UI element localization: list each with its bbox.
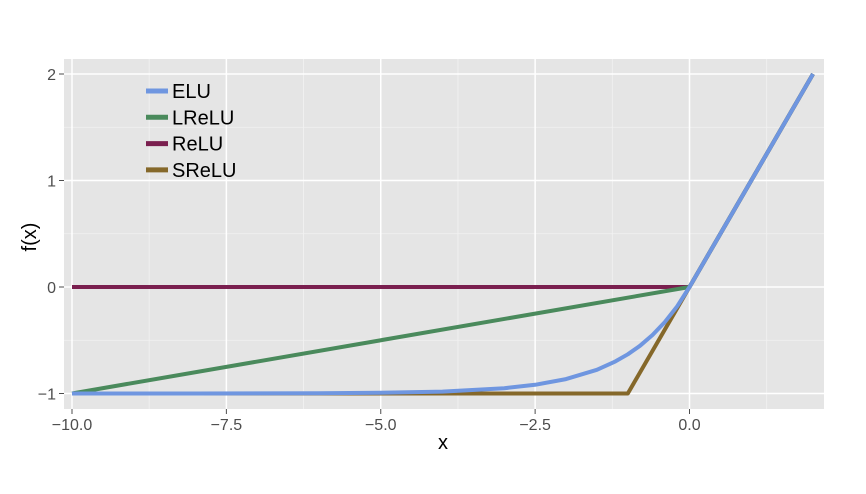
x-tick-label: 0.0 [678,417,700,434]
minor-gridlines [64,59,824,409]
x-tick-label: −7.5 [211,417,243,434]
x-axis-title: x [438,432,448,454]
y-tick-label: 2 [47,67,56,84]
x-tick-label: −2.5 [519,417,551,434]
x-tick-label: −5.0 [365,417,397,434]
series-lines [71,72,815,396]
y-tick-label: 1 [47,174,56,191]
series-line-elu [72,72,815,396]
x-axis-ticks: −10.0 −7.5 −5.0 −2.5 0.0 [52,409,701,434]
legend: ELU LReLU ReLU SReLU [146,81,236,182]
y-axis-title: f(x) [19,223,41,252]
legend-label-elu: ELU [172,81,211,103]
y-axis-ticks: −1 0 1 2 [38,67,64,404]
y-tick-label: −1 [38,387,56,404]
legend-label-lrelu: LReLU [172,107,234,129]
x-tick-label: −10.0 [52,417,93,434]
y-tick-label: 0 [47,280,56,297]
legend-label-relu: ReLU [172,134,223,156]
legend-label-srelu: SReLU [172,160,236,182]
